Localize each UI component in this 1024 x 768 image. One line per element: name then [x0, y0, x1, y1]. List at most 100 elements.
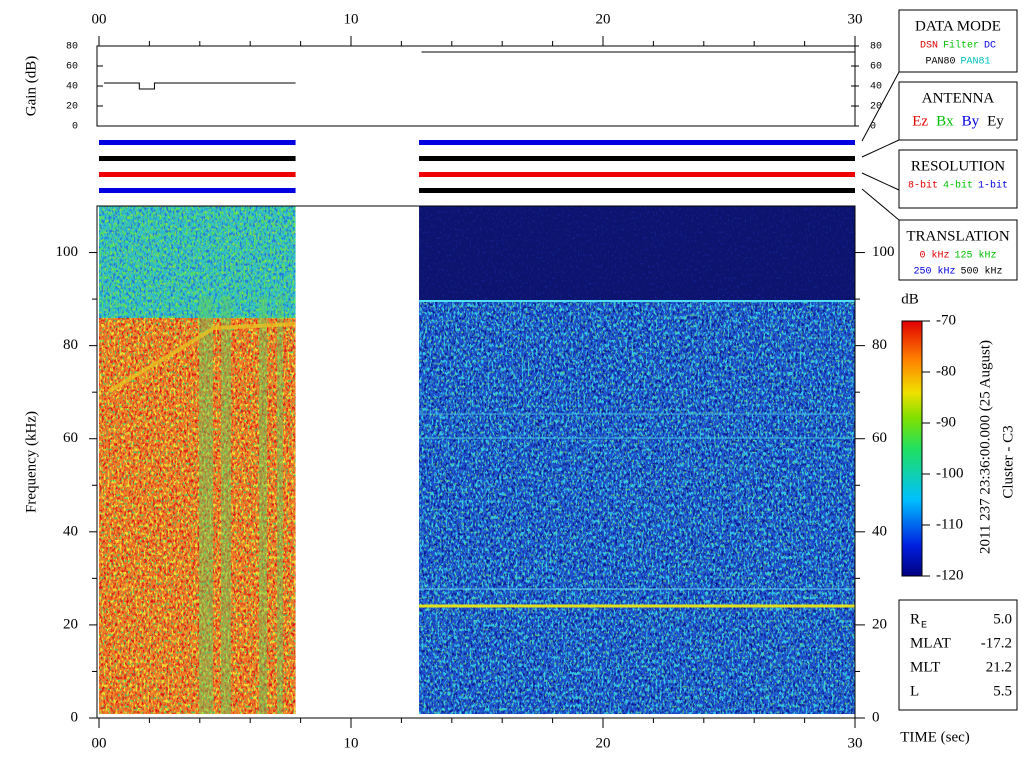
- gain-tick-label: 0: [72, 122, 78, 133]
- panel-item: 4-bit: [943, 180, 973, 192]
- panel-title: TRANSLATION: [906, 228, 1009, 244]
- caption-date: 2011 237 23:36:00.000 (25 August): [977, 340, 993, 554]
- top-x-tick-label: 30: [848, 11, 863, 27]
- spectrogram-texture: [99, 318, 296, 714]
- frequency-tick-label: 0: [872, 709, 880, 725]
- colorbar-label: dB: [901, 291, 919, 307]
- panel-item: DC: [984, 41, 996, 52]
- panel-item: Filter: [943, 40, 979, 52]
- gain-tick-label: 20: [870, 102, 882, 113]
- frequency-tick-label: 100: [56, 244, 79, 260]
- spectrogram-texture: [419, 206, 855, 302]
- orbit-value: -17.2: [981, 635, 1012, 651]
- frequency-tick-label: 80: [872, 337, 887, 353]
- status-bar: [419, 140, 855, 145]
- panel-title: DATA MODE: [915, 18, 1001, 34]
- frequency-axis-label: Frequency (kHz): [23, 411, 39, 513]
- orbit-label: MLT: [910, 659, 940, 675]
- status-bar: [419, 172, 855, 177]
- panel-box: [898, 9, 1018, 73]
- colorbar-tick-label: -110: [936, 516, 963, 532]
- frequency-tick-label: 20: [872, 616, 887, 632]
- orbit-value: 21.2: [986, 659, 1012, 675]
- colorbar-tick-label: -100: [936, 465, 964, 481]
- panel-item: 500 kHz: [961, 266, 1003, 278]
- caption-spacecraft: Cluster - C3: [1000, 425, 1016, 498]
- orbit-label: L: [910, 683, 919, 699]
- gain-tick-label: 40: [66, 82, 78, 93]
- colorbar-tick-label: -120: [936, 567, 964, 583]
- frequency-tick-label: 60: [872, 430, 887, 446]
- gain-line: [104, 51, 855, 90]
- orbit-label: MLAT: [910, 635, 951, 651]
- x-tick-label: 00: [92, 735, 107, 751]
- frequency-tick-label: 0: [71, 709, 79, 725]
- panel-box: [898, 81, 1018, 141]
- frequency-tick-label: 80: [63, 337, 78, 353]
- x-tick-label: 30: [848, 735, 863, 751]
- spectrogram-texture: [199, 296, 213, 714]
- panel-box: [898, 149, 1018, 209]
- status-bar: [419, 188, 855, 193]
- gain-tick-label: 60: [66, 62, 78, 73]
- spectrogram-texture: [99, 206, 296, 318]
- gain-tick-label: 80: [870, 42, 882, 53]
- spectrogram-frame: [96, 205, 856, 719]
- frequency-tick-label: 100: [872, 244, 895, 260]
- orbit-label-sub: E: [921, 621, 927, 632]
- panel-item: 1-bit: [978, 180, 1008, 192]
- panel-item: 125 kHz: [955, 250, 997, 262]
- panel-link: [861, 188, 900, 221]
- gain-frame: [96, 45, 856, 127]
- gain-tick-label: 20: [66, 102, 78, 113]
- panel-item: 0 kHz: [919, 250, 949, 262]
- top-x-tick-label: 00: [92, 11, 107, 27]
- panel-item: PAN80: [925, 57, 955, 68]
- frequency-tick-label: 40: [63, 523, 78, 539]
- status-bar: [419, 156, 855, 161]
- orbit-value: 5.0: [993, 611, 1012, 627]
- orbit-value: 5.5: [993, 683, 1012, 699]
- orbit-label: R: [910, 611, 920, 627]
- panel-item: 8-bit: [908, 180, 938, 192]
- x-tick-label: 20: [596, 735, 611, 751]
- panel-item: DSN: [920, 41, 938, 52]
- top-x-tick-label: 20: [596, 11, 611, 27]
- frequency-tick-label: 20: [63, 616, 78, 632]
- spectrogram-texture: [259, 296, 267, 714]
- panel-item: 250 kHz: [913, 266, 955, 278]
- panel-link: [861, 172, 900, 191]
- panel-item: By: [962, 113, 980, 129]
- panel-title: RESOLUTION: [911, 158, 1005, 174]
- gain-tick-label: 0: [870, 122, 876, 133]
- spectrogram-texture: [277, 296, 283, 714]
- gain-tick-label: 80: [66, 42, 78, 53]
- colorbar-tick-label: -80: [936, 363, 956, 379]
- panel-title: ANTENNA: [922, 90, 995, 106]
- panel-link: [861, 139, 900, 158]
- colorbar-tick-label: -90: [936, 414, 956, 430]
- panel-item: Ey: [987, 113, 1004, 129]
- gain-axis-label: Gain (dB): [23, 56, 39, 116]
- spectrogram-texture: [107, 322, 296, 393]
- x-tick-label: 10: [344, 735, 359, 751]
- gain-tick-label: 60: [870, 62, 882, 73]
- spectrogram-texture: [419, 302, 855, 714]
- status-bar: [99, 188, 296, 193]
- time-axis-label: TIME (sec): [900, 729, 970, 745]
- gain-tick-label: 40: [870, 82, 882, 93]
- colorbar-tick-label: -70: [936, 312, 956, 328]
- panel-item: Ez: [912, 113, 928, 129]
- panel-box: [898, 219, 1018, 281]
- spectrogram-texture: [221, 296, 231, 714]
- panel-link: [861, 71, 900, 142]
- status-bar: [99, 172, 296, 177]
- status-bar: [99, 156, 296, 161]
- frequency-tick-label: 60: [63, 430, 78, 446]
- orbit-box: [898, 599, 1018, 711]
- top-x-tick-label: 10: [344, 11, 359, 27]
- colorbar: [901, 320, 923, 577]
- panel-item: Bx: [936, 113, 954, 129]
- status-bar: [99, 140, 296, 145]
